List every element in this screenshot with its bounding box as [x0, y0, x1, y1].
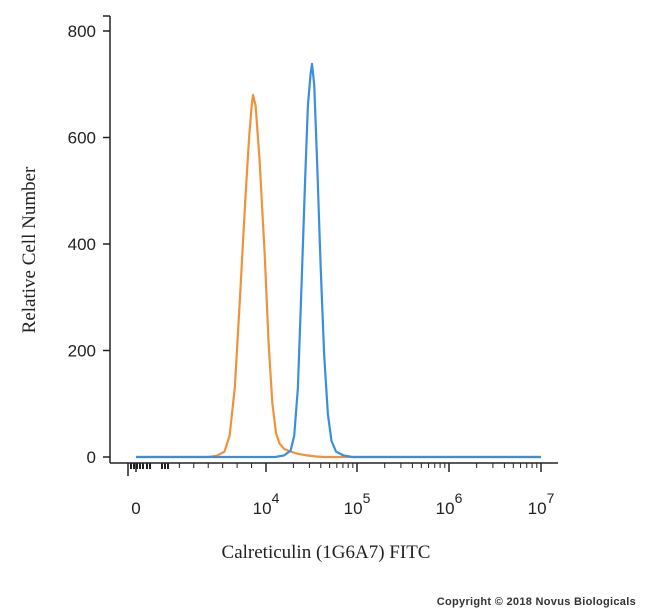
x-tick-label: 106 — [436, 490, 463, 518]
series-line-2 — [136, 62, 541, 459]
y-axis-ticks: 0 200 400 600 800 — [68, 15, 110, 467]
x-axis-ticks: 0 104 105 106 107 — [127, 463, 555, 518]
copyright-notice: Copyright © 2018 Novus Biologicals — [436, 596, 636, 608]
y-tick-label: 0 — [87, 448, 96, 467]
plot-area — [136, 62, 541, 459]
y-tick-label: 800 — [68, 22, 96, 41]
x-tick-label: 105 — [344, 490, 371, 518]
y-tick-label: 400 — [68, 235, 96, 254]
x-tick-label: 107 — [528, 490, 555, 518]
x-tick-label: 104 — [253, 490, 280, 518]
y-axis-title: Relative Cell Number — [19, 166, 40, 333]
y-tick-label: 600 — [68, 129, 96, 148]
series-line-1 — [136, 93, 541, 459]
y-tick-label: 200 — [68, 342, 96, 361]
x-axis-title: Calreticulin (1G6A7) FITC — [222, 542, 431, 563]
x-tick-label: 0 — [131, 499, 140, 518]
